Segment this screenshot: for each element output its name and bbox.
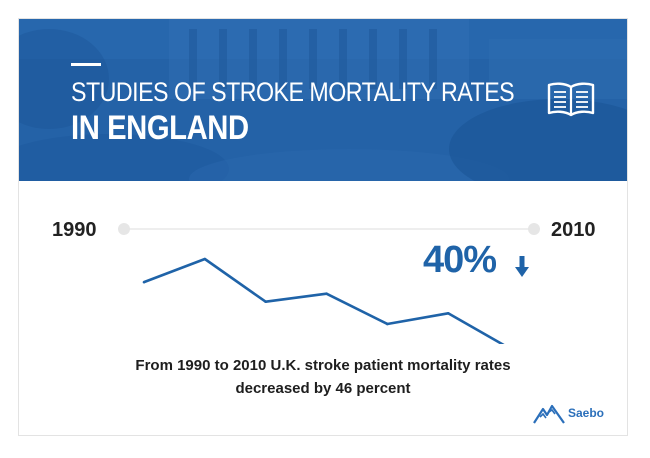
title-accent-rule (71, 63, 101, 66)
caption-line-2: decreased by 46 percent (235, 380, 411, 397)
campus-background-image (19, 19, 627, 181)
mortality-line-chart (118, 223, 540, 344)
data-point-3 (264, 300, 267, 304)
data-point-6 (446, 311, 450, 315)
caption-line-1: From 1990 to 2010 U.K. stroke patient mo… (135, 357, 511, 374)
arrow-down-icon (515, 256, 529, 277)
timeline-dot-start (118, 223, 130, 235)
data-point-2 (203, 257, 207, 261)
data-point-4 (325, 292, 328, 296)
decline-percentage: 40% (423, 239, 497, 281)
data-point-5 (386, 322, 389, 326)
caption: From 1990 to 2010 U.K. stroke patient mo… (19, 354, 627, 400)
x-end-label: 2010 (551, 219, 596, 241)
infographic-card: STUDIES OF STROKE MORTALITY RATES IN ENG… (18, 18, 628, 436)
header-banner: STUDIES OF STROKE MORTALITY RATES IN ENG… (19, 19, 627, 181)
title-line-1: STUDIES OF STROKE MORTALITY RATES (71, 77, 515, 107)
timeline-dot-end (528, 223, 540, 235)
open-book-icon (547, 82, 595, 117)
x-start-label: 1990 (52, 219, 97, 241)
data-point-1 (142, 280, 146, 284)
mountain-logo-icon (533, 404, 565, 424)
title-line-2: IN ENGLAND (71, 109, 249, 147)
brand-name: Saebo (568, 406, 605, 420)
